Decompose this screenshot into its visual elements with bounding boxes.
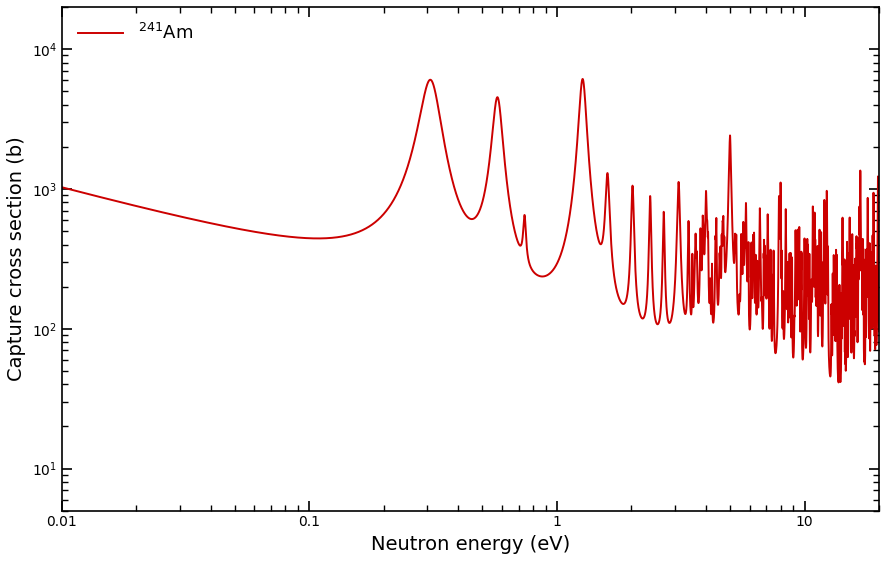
Legend: $^{241}$Am: $^{241}$Am [71,16,200,50]
Y-axis label: Capture cross section (b): Capture cross section (b) [7,136,26,381]
X-axis label: Neutron energy (eV): Neutron energy (eV) [370,535,570,554]
